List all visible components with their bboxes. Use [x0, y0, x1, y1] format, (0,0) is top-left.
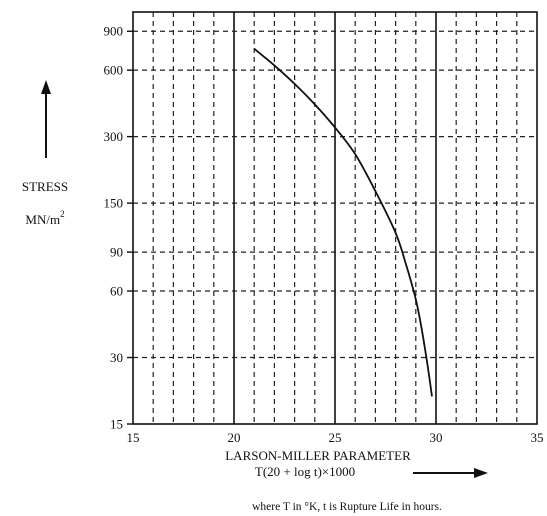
- y-tick-label: 150: [104, 196, 124, 211]
- y-axis-arrow-head: [41, 80, 51, 94]
- y-tick-label: 60: [110, 284, 123, 299]
- y-axis-unit-exponent: 2: [60, 209, 65, 219]
- x-tick-label: 35: [531, 430, 544, 445]
- x-axis-label-line1: LARSON-MILLER PARAMETER: [225, 448, 411, 463]
- footnote: where T in °K, t is Rupture Life in hour…: [252, 501, 442, 513]
- x-tick-label: 15: [127, 430, 140, 445]
- y-axis-label-line1: STRESS: [22, 179, 68, 194]
- y-tick-label: 30: [110, 350, 123, 365]
- y-tick-label: 900: [104, 24, 124, 39]
- x-axis-label-line2: T(20 + log t)×1000: [255, 464, 355, 479]
- y-tick-label: 15: [110, 417, 123, 432]
- y-tick-label: 90: [110, 245, 123, 260]
- x-tick-label: 25: [329, 430, 342, 445]
- y-axis-label-line2: MN/m2: [25, 209, 64, 227]
- x-axis-arrow-head: [474, 468, 488, 478]
- y-tick-label: 300: [104, 129, 124, 144]
- x-tick-label: 20: [228, 430, 241, 445]
- y-tick-label: 600: [104, 63, 124, 78]
- y-tick-labels: 15 30 60 90 150 300 600 900: [104, 24, 133, 432]
- x-tick-label: 30: [430, 430, 443, 445]
- grid: [133, 12, 537, 424]
- series: [253, 48, 433, 397]
- series-line: [253, 48, 433, 397]
- x-tick-labels: 15 20 25 30 35: [127, 430, 544, 445]
- y-axis-unit: MN/m: [25, 212, 60, 227]
- plot-frame: [132, 11, 538, 425]
